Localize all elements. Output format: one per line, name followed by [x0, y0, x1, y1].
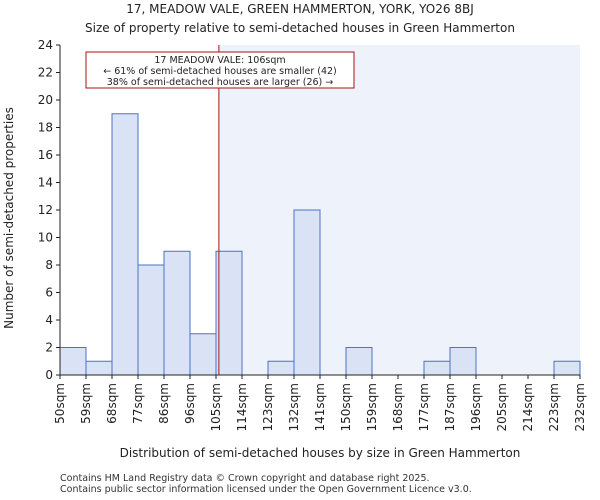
histogram-bar [267, 360, 295, 376]
y-tick-label: 8 [45, 258, 53, 272]
x-tick-label: 223sqm [547, 383, 561, 431]
histogram-bar [85, 360, 113, 376]
histogram-bar [449, 347, 477, 376]
y-tick-label: 12 [38, 203, 53, 217]
x-tick-label: 123sqm [261, 383, 275, 431]
annotation-line-1: 17 MEADOW VALE: 106sqm [154, 55, 285, 66]
x-tick-label: 159sqm [365, 383, 379, 431]
x-tick-label: 68sqm [105, 383, 119, 424]
chart-subtitle: Size of property relative to semi-detach… [85, 21, 515, 35]
y-axis-label: Number of semi-detached properties [2, 107, 16, 329]
x-tick-label: 196sqm [469, 383, 483, 431]
y-tick-label: 10 [38, 231, 53, 245]
footer-credit-2: Contains public sector information licen… [60, 484, 472, 495]
x-axis-label: Distribution of semi-detached houses by … [120, 446, 521, 460]
x-tick-label: 132sqm [287, 383, 301, 431]
histogram-bar [189, 333, 217, 376]
footer-credit-1: Contains HM Land Registry data © Crown c… [60, 473, 430, 484]
y-tick-label: 20 [38, 93, 53, 107]
y-tick-label: 2 [45, 341, 53, 355]
histogram-bar [111, 113, 139, 376]
x-tick-label: 96sqm [183, 383, 197, 424]
histogram-bar [553, 360, 581, 376]
x-tick-label: 50sqm [53, 383, 67, 424]
y-tick-label: 22 [38, 66, 53, 80]
y-tick-label: 24 [38, 38, 53, 52]
histogram-bar [59, 347, 87, 376]
annotation-line-3: 38% of semi-detached houses are larger (… [107, 77, 334, 88]
x-tick-label: 214sqm [521, 383, 535, 431]
y-tick-label: 14 [38, 176, 53, 190]
y-tick-label: 16 [38, 148, 53, 162]
y-tick-label: 0 [45, 368, 53, 382]
y-tick-label: 6 [45, 286, 53, 300]
x-tick-label: 141sqm [313, 383, 327, 431]
histogram-bar [345, 347, 373, 376]
annotation-box: 17 MEADOW VALE: 106sqm ← 61% of semi-det… [85, 51, 355, 89]
y-tick-label: 4 [45, 313, 53, 327]
x-tick-label: 187sqm [443, 383, 457, 431]
histogram-bar [215, 250, 243, 376]
x-tick-label: 205sqm [495, 383, 509, 431]
x-tick-label: 150sqm [339, 383, 353, 431]
x-tick-label: 114sqm [235, 383, 249, 431]
histogram-bar [423, 360, 451, 376]
x-tick-label: 168sqm [391, 383, 405, 431]
histogram-bar [163, 250, 191, 376]
x-tick-label: 177sqm [417, 383, 431, 431]
histogram-bar [137, 264, 165, 376]
shaded-region [218, 45, 580, 375]
chart-title: 17, MEADOW VALE, GREEN HAMMERTON, YORK, … [126, 2, 473, 16]
x-tick-label: 59sqm [79, 383, 93, 424]
y-tick-label: 18 [38, 121, 53, 135]
x-tick-label: 86sqm [157, 383, 171, 424]
x-tick-label: 232sqm [573, 383, 587, 431]
annotation-line-2: ← 61% of semi-detached houses are smalle… [103, 66, 337, 77]
x-tick-label: 105sqm [209, 383, 223, 431]
x-tick-label: 77sqm [131, 383, 145, 424]
histogram-bar [293, 209, 321, 376]
